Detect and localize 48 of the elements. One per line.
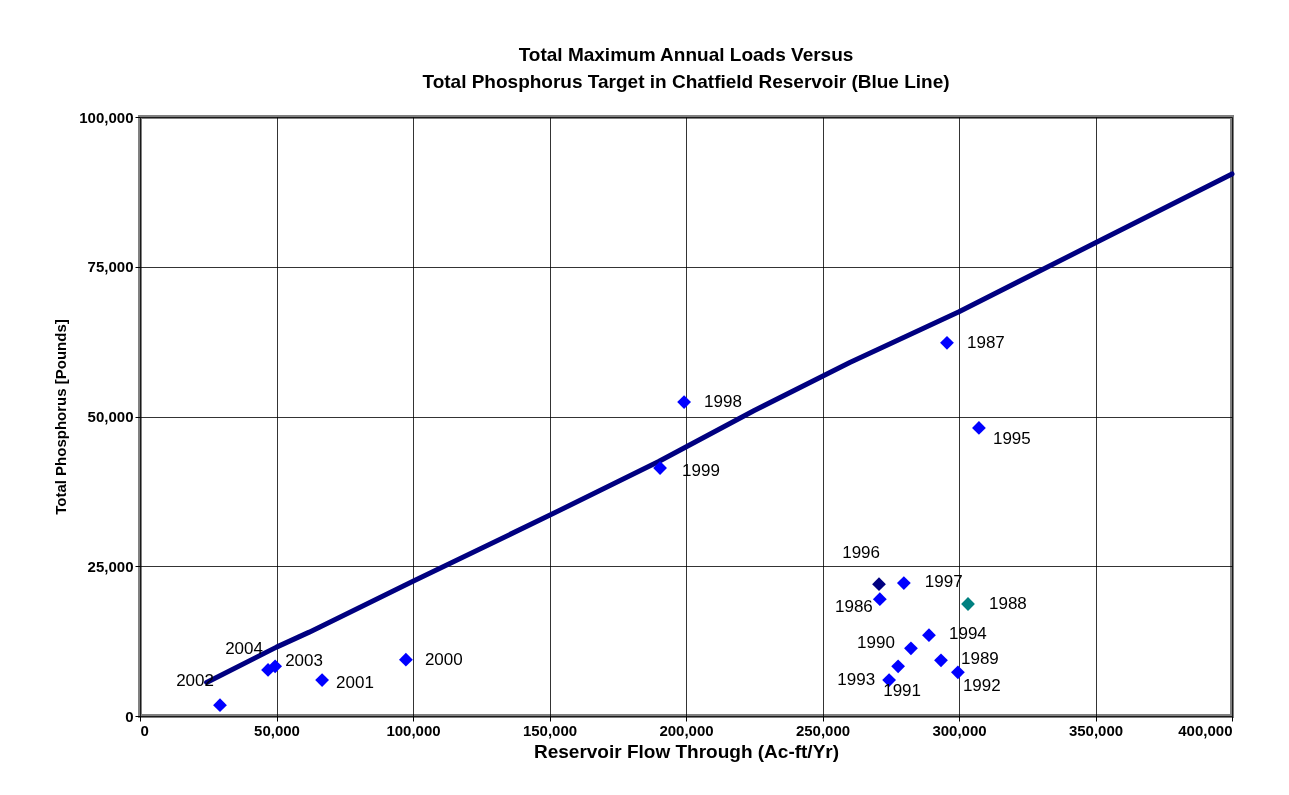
point	[399, 652, 413, 667]
x-tick-label: 350,000	[1068, 721, 1124, 739]
x-tick-label: 300,000	[932, 721, 987, 739]
point	[315, 673, 329, 687]
point	[872, 577, 886, 592]
point	[268, 659, 283, 674]
annotation: 1990	[857, 633, 895, 653]
point	[940, 335, 954, 350]
y-axis-title: Total Phosphorus [Pounds]	[52, 319, 70, 515]
annotation: 2001	[336, 673, 374, 693]
x-tick-label: 0	[140, 721, 149, 739]
annotation: 2004	[225, 638, 263, 658]
x-tick-label: 150,000	[522, 721, 578, 739]
point	[213, 698, 227, 713]
x-tick-label: 400,000	[1178, 721, 1233, 739]
annotation: 1991	[883, 681, 922, 701]
point	[934, 653, 948, 668]
annotation: 1996	[842, 543, 881, 563]
annotation: 2002	[176, 671, 214, 691]
annotation: 1987	[966, 332, 1005, 352]
point	[922, 628, 936, 643]
annotation: 1993	[837, 670, 876, 690]
annotation: 1989	[960, 649, 999, 669]
y-tick-label: 75,000	[87, 258, 134, 276]
x-tick-label: 100,000	[386, 721, 441, 739]
y-tick-label: 0	[125, 707, 134, 725]
point	[677, 395, 691, 410]
point	[904, 641, 918, 656]
x-tick-label: 50,000	[254, 721, 300, 739]
annotation: 1988	[989, 593, 1027, 613]
annotation: 1992	[962, 676, 1001, 696]
y-tick-label: 100,000	[79, 108, 134, 126]
x-tick-label: 250,000	[795, 721, 851, 739]
annotation: 2000	[424, 649, 463, 669]
point	[951, 665, 965, 680]
point	[891, 659, 906, 674]
chart-title: Total Maximum Annual Loads Versus Total Phosphorus Target in Chatfield Reservoir (Blue Line)	[422, 44, 950, 92]
annotation: 1986	[835, 597, 873, 617]
point	[972, 420, 986, 435]
annotation: 1998	[704, 392, 742, 412]
x-tick-label: 200,000	[659, 721, 714, 739]
x-axis-title: Reservoir Flow Through (Ac-ft/Yr)	[533, 740, 840, 762]
point	[872, 592, 887, 607]
y-tick-label: 50,000	[87, 408, 134, 425]
annotation: 1995	[992, 428, 1031, 448]
point	[896, 576, 911, 590]
annotation: 2003	[285, 651, 323, 671]
y-tick-label: 25,000	[87, 557, 134, 575]
